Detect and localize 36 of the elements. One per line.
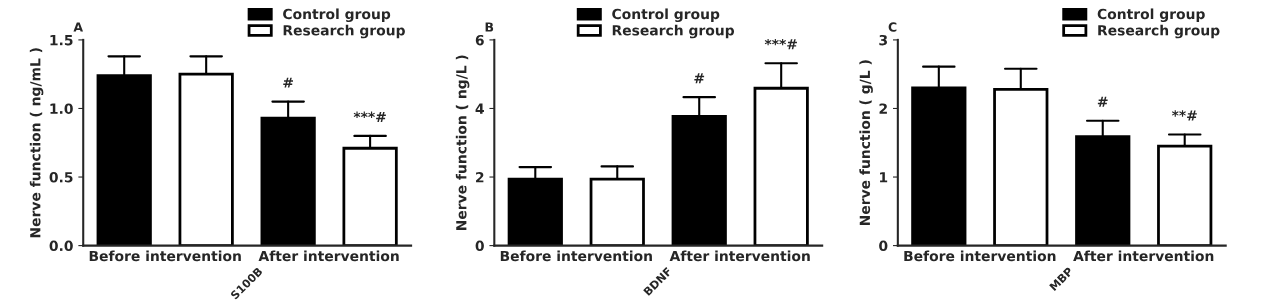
y-tick-label: 1 (880, 172, 888, 183)
annotation: **# (1171, 110, 1197, 121)
legend-label: Control group (283, 8, 391, 22)
annotation: # (694, 73, 705, 84)
y-tick-label: 0.5 (49, 172, 73, 183)
y-tick-label: 1.5 (50, 35, 73, 46)
y-tick-label: 6 (475, 34, 484, 46)
y-tick-label: 0.0 (49, 240, 73, 252)
annotation: # (283, 77, 294, 88)
chart-title: B (485, 22, 494, 32)
x-tick-label: After intervention (1073, 250, 1214, 262)
y-axis-title: Nerve function ( g/L ) (859, 60, 873, 226)
y-tick-label: 4 (475, 103, 484, 114)
legend-label: Research group (612, 24, 735, 39)
y-tick-label: 0 (475, 240, 484, 252)
x-tick-label: After intervention (258, 250, 399, 262)
y-tick-label: 3 (879, 34, 888, 46)
x-tick-label: Before intervention (500, 250, 652, 262)
y-axis-title: Nerve function ( ng/L ) (455, 55, 470, 230)
annotation: # (1097, 96, 1108, 107)
legend-label: Research group (283, 24, 405, 39)
y-tick-label: 1.0 (50, 103, 73, 114)
x-tick-label: Before intervention (904, 250, 1056, 262)
x-tick-label: After intervention (669, 250, 810, 262)
chart-title: C (888, 22, 897, 32)
chart-title: A (73, 22, 83, 32)
annotation: ***# (353, 111, 386, 122)
legend-label: Research group (1098, 24, 1220, 39)
y-axis-title: Nerve function ( ng/mL ) (29, 48, 44, 238)
y-tick-label: 2 (476, 172, 484, 183)
x-tick-label: Before intervention (89, 250, 241, 262)
legend-label: Control group (612, 8, 720, 22)
y-tick-label: 0 (879, 240, 888, 252)
annotation: ***# (764, 38, 797, 50)
legend-label: Control group (1097, 8, 1205, 22)
y-tick-label: 2 (879, 103, 887, 114)
